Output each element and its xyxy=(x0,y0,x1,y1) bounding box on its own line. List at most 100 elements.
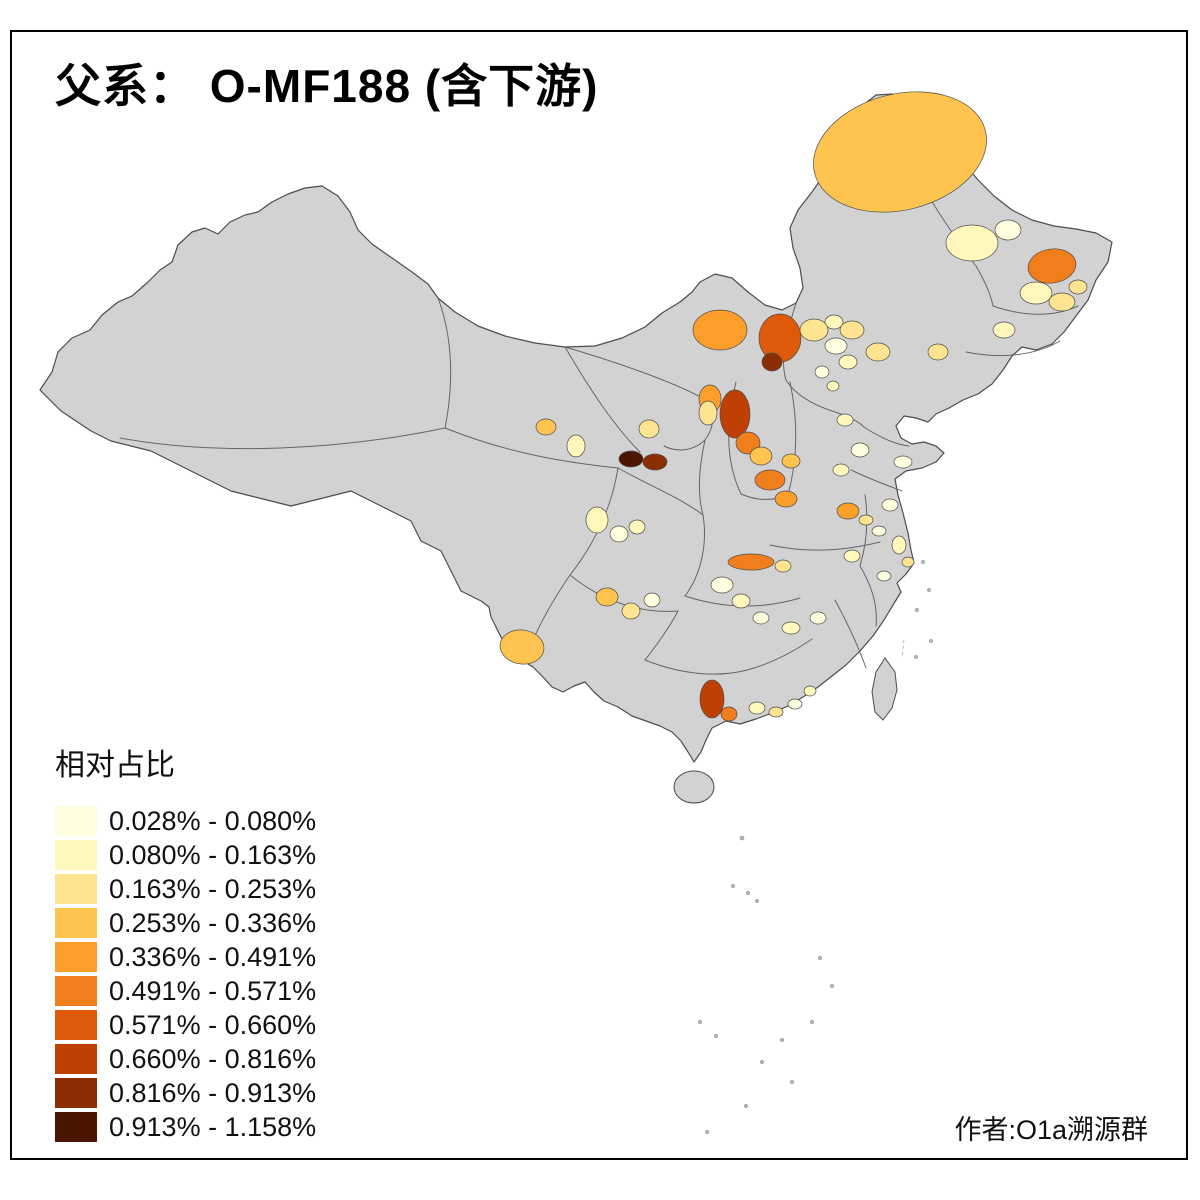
map-region xyxy=(692,309,748,351)
legend-label: 0.163% - 0.253% xyxy=(109,873,317,904)
map-region xyxy=(826,380,840,392)
map-region xyxy=(893,455,913,469)
legend-label: 0.660% - 0.816% xyxy=(109,1043,317,1074)
map-region xyxy=(813,91,987,213)
legend-swatch xyxy=(55,840,97,870)
map-region xyxy=(710,576,734,594)
legend-swatch xyxy=(55,1078,97,1108)
author-credit: 作者:O1a溯源群 xyxy=(954,1115,1148,1145)
map-region xyxy=(1068,279,1088,295)
map-region xyxy=(799,318,829,342)
map-region xyxy=(727,553,775,571)
legend-rows: 0.028% - 0.080% 0.080% - 0.163% 0.163% - 0… xyxy=(55,804,316,1144)
map-region xyxy=(809,611,827,625)
legend-swatch xyxy=(55,1010,97,1040)
legend-row: 0.913% - 1.158% xyxy=(55,1110,316,1144)
map-region xyxy=(1048,292,1076,312)
map-region xyxy=(731,593,751,609)
map-region xyxy=(642,453,668,471)
map-region xyxy=(719,389,751,439)
map-region xyxy=(638,419,660,439)
legend-row: 0.080% - 0.163% xyxy=(55,838,316,872)
legend-swatch xyxy=(55,1112,97,1142)
map-region xyxy=(891,535,907,555)
map-region xyxy=(774,490,798,508)
map-region xyxy=(768,706,784,718)
legend-label: 0.913% - 1.158% xyxy=(109,1111,317,1142)
map-region xyxy=(499,629,545,665)
map-region xyxy=(1019,281,1053,305)
map-region xyxy=(609,525,629,543)
legend-label: 0.080% - 0.163% xyxy=(109,839,317,870)
map-region xyxy=(871,525,887,537)
regions-layer xyxy=(499,91,1088,722)
map-region xyxy=(748,701,766,715)
legend-row: 0.660% - 0.816% xyxy=(55,1042,316,1076)
map-region xyxy=(992,321,1016,339)
map-region xyxy=(865,342,891,362)
map-region xyxy=(787,698,803,710)
taiwan-island xyxy=(871,657,898,721)
map-title: 父系： O-MF188 (含下游) xyxy=(55,60,599,112)
legend-label: 0.336% - 0.491% xyxy=(109,941,317,972)
legend-row: 0.163% - 0.253% xyxy=(55,872,316,906)
map-region xyxy=(781,453,801,469)
map-region xyxy=(945,224,999,262)
legend-row: 0.571% - 0.660% xyxy=(55,1008,316,1042)
map-region xyxy=(803,685,817,697)
map-region xyxy=(621,602,641,620)
map-region xyxy=(698,400,718,426)
map-region xyxy=(585,506,609,534)
legend-swatch xyxy=(55,1044,97,1074)
map-region xyxy=(843,549,861,563)
map-region xyxy=(839,320,865,340)
map-region xyxy=(618,450,644,468)
map-region xyxy=(735,431,761,455)
map-region xyxy=(752,611,770,625)
map-region xyxy=(994,219,1022,241)
map-region xyxy=(1027,248,1077,284)
map-region xyxy=(824,314,844,330)
mainland-outline xyxy=(39,93,1113,763)
map-region xyxy=(774,559,792,573)
map-region xyxy=(595,587,619,607)
map-region xyxy=(824,337,848,355)
map-region xyxy=(838,354,858,370)
legend-label: 0.253% - 0.336% xyxy=(109,907,317,938)
map-region xyxy=(927,343,949,361)
legend-row: 0.028% - 0.080% xyxy=(55,804,316,838)
map-region xyxy=(858,514,874,526)
map-region xyxy=(781,621,801,635)
map-region xyxy=(814,365,830,379)
map-region xyxy=(836,413,854,427)
legend-title: 相对占比 xyxy=(55,749,175,782)
map-region xyxy=(566,434,586,458)
map-region xyxy=(628,519,646,535)
map-region xyxy=(832,463,850,477)
map-region xyxy=(720,706,738,722)
legend-label: 0.571% - 0.660% xyxy=(109,1009,317,1040)
map-region xyxy=(850,442,870,458)
legend-swatch xyxy=(55,942,97,972)
legend-swatch xyxy=(55,806,97,836)
map-region xyxy=(535,418,557,436)
legend-label: 0.491% - 0.571% xyxy=(109,975,317,1006)
legend: 相对占比 0.028% - 0.080% 0.080% - 0.163% 0.163… xyxy=(55,740,316,1144)
legend-label: 0.028% - 0.080% xyxy=(109,805,317,836)
legend-row: 0.253% - 0.336% xyxy=(55,906,316,940)
map-region xyxy=(876,570,892,582)
legend-row: 0.491% - 0.571% xyxy=(55,974,316,1008)
map-region xyxy=(901,556,915,568)
south-sea-islands xyxy=(698,560,933,1134)
map-region xyxy=(836,502,860,520)
legend-swatch xyxy=(55,976,97,1006)
map-region xyxy=(749,446,773,466)
legend-row: 0.816% - 0.913% xyxy=(55,1076,316,1110)
map-region xyxy=(754,469,786,491)
figure-border xyxy=(10,30,1188,1160)
map-region xyxy=(699,679,725,719)
map-region xyxy=(881,498,899,512)
legend-row: 0.336% - 0.491% xyxy=(55,940,316,974)
